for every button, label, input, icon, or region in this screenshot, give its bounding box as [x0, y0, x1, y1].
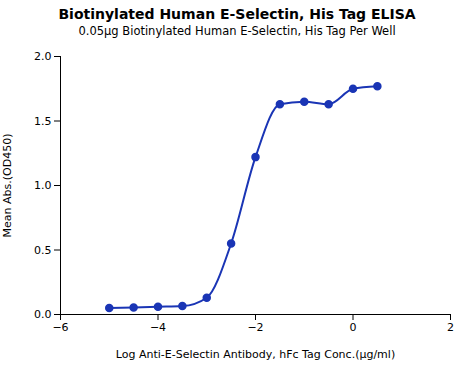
- svg-text:2.0: 2.0: [34, 50, 52, 63]
- svg-text:Mean Abs.(OD450): Mean Abs.(OD450): [1, 134, 14, 238]
- svg-text:−6: −6: [52, 321, 68, 334]
- svg-text:−4: −4: [150, 321, 166, 334]
- svg-text:1.0: 1.0: [34, 179, 52, 192]
- svg-text:−2: −2: [247, 321, 263, 334]
- html-text:0.05μg Biotinylated Human E-Se: 0.05μg Biotinylated Human E-Selectin, Hi…: [78, 24, 396, 38]
- svg-text:0.0: 0.0: [34, 308, 52, 321]
- svg-text:1.5: 1.5: [34, 115, 52, 128]
- svg-text:0: 0: [350, 321, 357, 334]
- svg-text:Log Anti-E-Selectin Antibody,: Log Anti-E-Selectin Antibody, hFc Tag Co…: [116, 348, 395, 361]
- svg-text:2: 2: [447, 321, 454, 334]
- svg-text:0.5: 0.5: [34, 244, 52, 257]
- html-text:Biotinylated Human E-Selectin,: Biotinylated Human E-Selectin, His Tag E…: [58, 6, 416, 22]
